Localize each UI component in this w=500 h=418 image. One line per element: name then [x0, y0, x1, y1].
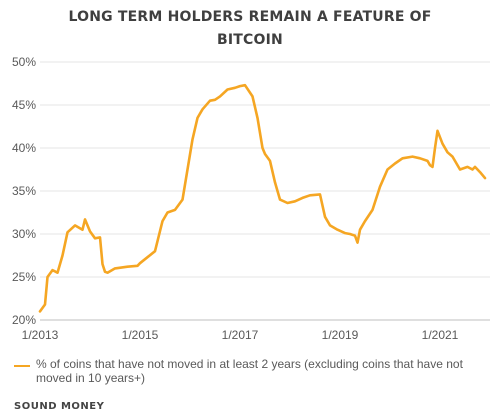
- y-tick-label: 45%: [12, 98, 36, 112]
- chart-title-line-1: LONG TERM HOLDERS REMAIN A FEATURE OF: [68, 9, 432, 25]
- footer-brand: SOUND MONEY: [14, 401, 105, 412]
- line-chart: 20% 25% 30% 35% 40% 45% 50% 1/2013 1/2015 1/2017…: [12, 55, 490, 342]
- chart-title: LONG TERM HOLDERS REMAIN A FEATURE OF BI…: [0, 6, 500, 52]
- x-tick-label: 1/2021: [422, 328, 459, 342]
- y-tick-label: 35%: [12, 184, 36, 198]
- y-tick-label: 30%: [12, 227, 36, 241]
- x-tick-label: 1/2015: [122, 328, 159, 342]
- x-tick-label: 1/2019: [322, 328, 359, 342]
- y-tick-label: 40%: [12, 141, 36, 155]
- x-axis-ticks: 1/2013 1/2015 1/2017 1/2019 1/2021: [22, 328, 459, 342]
- legend-swatch: [14, 365, 30, 367]
- series-line: [38, 83, 487, 313]
- y-tick-label: 20%: [12, 313, 36, 327]
- y-tick-label: 25%: [12, 270, 36, 284]
- y-axis-ticks: 20% 25% 30% 35% 40% 45% 50%: [12, 55, 36, 327]
- chart-title-line-2: BITCOIN: [217, 32, 283, 48]
- x-tick-label: 1/2017: [222, 328, 259, 342]
- y-tick-label: 50%: [12, 55, 36, 69]
- legend-label: % of coins that have not moved in at lea…: [36, 357, 463, 385]
- x-tick-label: 1/2013: [22, 328, 59, 342]
- gridlines: [40, 61, 490, 321]
